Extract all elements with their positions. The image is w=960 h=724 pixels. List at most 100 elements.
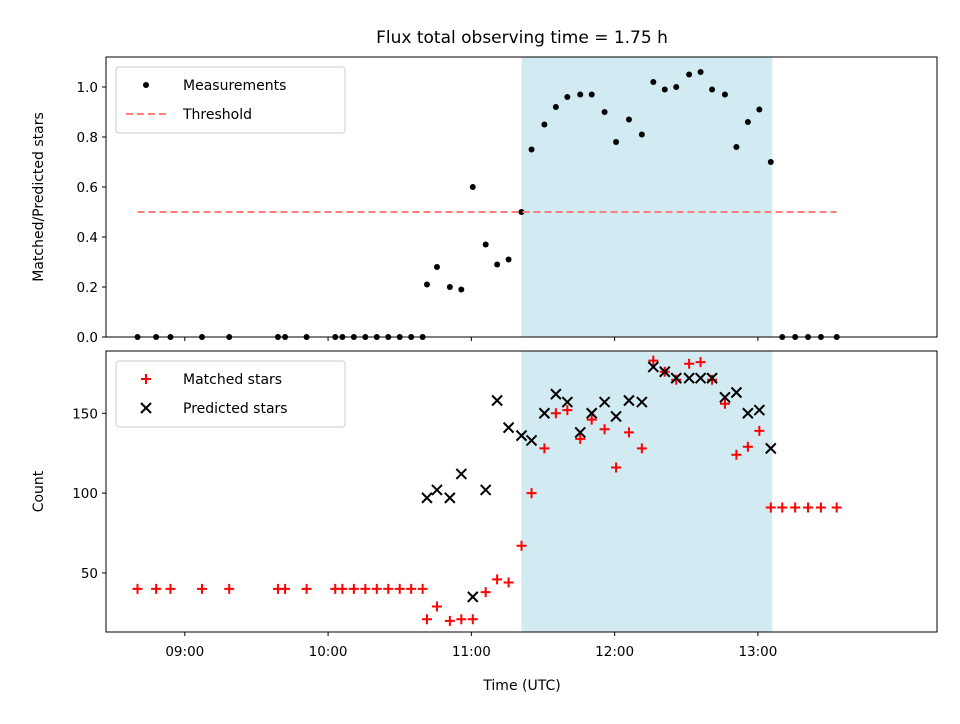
- matched-stars-point: [636, 443, 647, 454]
- measurements-point: [709, 86, 716, 93]
- matched-stars-point: [431, 601, 442, 612]
- measurements-point: [686, 71, 693, 78]
- predicted-stars-point: [623, 394, 635, 407]
- predicted-stars-point: [467, 591, 479, 603]
- predicted-stars-point: [502, 421, 515, 434]
- matched-stars-point: [707, 374, 718, 385]
- matched-stars-point: [623, 427, 634, 438]
- measurements-point: [505, 256, 512, 263]
- measurements-point: [601, 109, 608, 115]
- matched-stars-point: [539, 443, 550, 454]
- predicted-stars-point: [455, 468, 468, 480]
- matched-stars-point: [165, 583, 176, 594]
- measurements-point: [721, 91, 728, 98]
- matched-stars-legend-label: Matched stars: [183, 372, 282, 388]
- measurements-point: [744, 119, 751, 125]
- threshold-legend-label: Threshold: [182, 107, 252, 123]
- predicted-stars-point: [753, 404, 766, 416]
- predicted-stars-point: [515, 429, 528, 442]
- x-axis-label: Time (UTC): [482, 678, 560, 694]
- matched-stars-point: [599, 424, 610, 435]
- measurements-point: [673, 84, 680, 90]
- predicted-stars-point: [636, 396, 648, 408]
- measurements-point: [697, 69, 704, 75]
- count-y-axis-label: Count: [31, 470, 47, 512]
- measurements-legend-swatch: [143, 82, 149, 88]
- predicted-stars-point: [491, 394, 503, 407]
- matched-stars-point: [492, 574, 503, 585]
- matched-stars-point: [383, 583, 394, 594]
- count-legend: Matched stars Predicted stars: [115, 360, 346, 428]
- x-tick-label: 13:00: [738, 644, 777, 660]
- predicted-stars-point: [574, 426, 586, 439]
- predicted-stars-point: [431, 484, 443, 496]
- count-marks: [132, 355, 842, 626]
- predicted-stars-point: [538, 407, 551, 419]
- matched-stars-point: [132, 583, 143, 594]
- measurements-point: [469, 184, 476, 190]
- matched-stars-point: [394, 583, 405, 594]
- matched-stars-point: [742, 441, 753, 452]
- matched-stars-point: [815, 502, 826, 513]
- predicted-stars-point: [742, 407, 754, 419]
- matched-stars-point: [550, 408, 561, 419]
- ratio-legend: Measurements Threshold: [115, 66, 346, 134]
- matched-stars-point: [371, 583, 382, 594]
- matched-stars-point: [831, 502, 842, 513]
- matched-stars-point: [417, 583, 428, 594]
- measurements-point: [446, 284, 453, 290]
- predicted-stars-point: [479, 484, 492, 496]
- measurements-point: [564, 94, 571, 100]
- predicted-stars-point: [765, 442, 777, 455]
- matched-stars-point: [421, 614, 432, 625]
- measurements-point: [733, 144, 740, 150]
- measurements-point: [650, 79, 657, 85]
- measurements-point: [518, 209, 525, 215]
- predicted-stars-point: [598, 396, 611, 408]
- matched-stars-point: [648, 355, 659, 366]
- matched-stars-point: [516, 540, 527, 551]
- matched-stars-point: [695, 357, 706, 368]
- ratio-y-tick-label: 0.4: [77, 230, 98, 246]
- measurements-legend-label: Measurements: [183, 78, 286, 94]
- matched-stars-point: [151, 583, 162, 594]
- matched-stars-point: [719, 398, 730, 409]
- matched-stars-point: [562, 405, 573, 416]
- measurements-point: [552, 104, 559, 110]
- matched-stars-point: [671, 374, 682, 385]
- ratio-y-tick-label: 1.0: [77, 80, 98, 96]
- count-y-tick-label: 100: [72, 486, 98, 502]
- count-axes-frame: [105, 350, 938, 633]
- matched-stars-point: [503, 577, 514, 588]
- measurements-point: [613, 139, 620, 145]
- matched-stars-legend-swatch: [141, 374, 151, 384]
- measurements-point: [588, 91, 595, 98]
- x-tick-label: 11:00: [452, 644, 491, 660]
- measurements-point: [433, 264, 440, 270]
- predicted-stars-point: [694, 372, 707, 384]
- matched-stars-point: [765, 502, 776, 513]
- predicted-stars-point: [670, 372, 682, 384]
- predicted-stars-legend-label: Predicted stars: [183, 401, 288, 417]
- x-tick-label: 09:00: [165, 644, 204, 660]
- predicted-stars-point: [719, 391, 731, 404]
- measurements-point: [661, 86, 668, 93]
- matched-stars-point: [480, 587, 491, 598]
- measurements-point: [625, 116, 632, 123]
- ratio-y-tick-label: 0.8: [77, 130, 98, 146]
- ratio-ticks: 0.0 0.2 0.4 0.6 0.8 1.0: [77, 80, 759, 346]
- matched-stars-point: [196, 583, 207, 594]
- predicted-stars-point: [550, 388, 562, 400]
- chart-title: Flux total observing time = 1.75 h: [376, 28, 668, 48]
- matched-stars-point: [803, 502, 814, 513]
- ratio-legend-box: [115, 66, 346, 134]
- predicted-stars-point: [525, 434, 538, 447]
- matched-stars-point: [586, 414, 597, 425]
- count-y-tick-label: 50: [81, 566, 98, 582]
- measurements-point: [423, 281, 430, 288]
- matched-stars-point: [611, 462, 622, 473]
- matched-stars-point: [777, 502, 788, 513]
- predicted-stars-point: [421, 492, 433, 504]
